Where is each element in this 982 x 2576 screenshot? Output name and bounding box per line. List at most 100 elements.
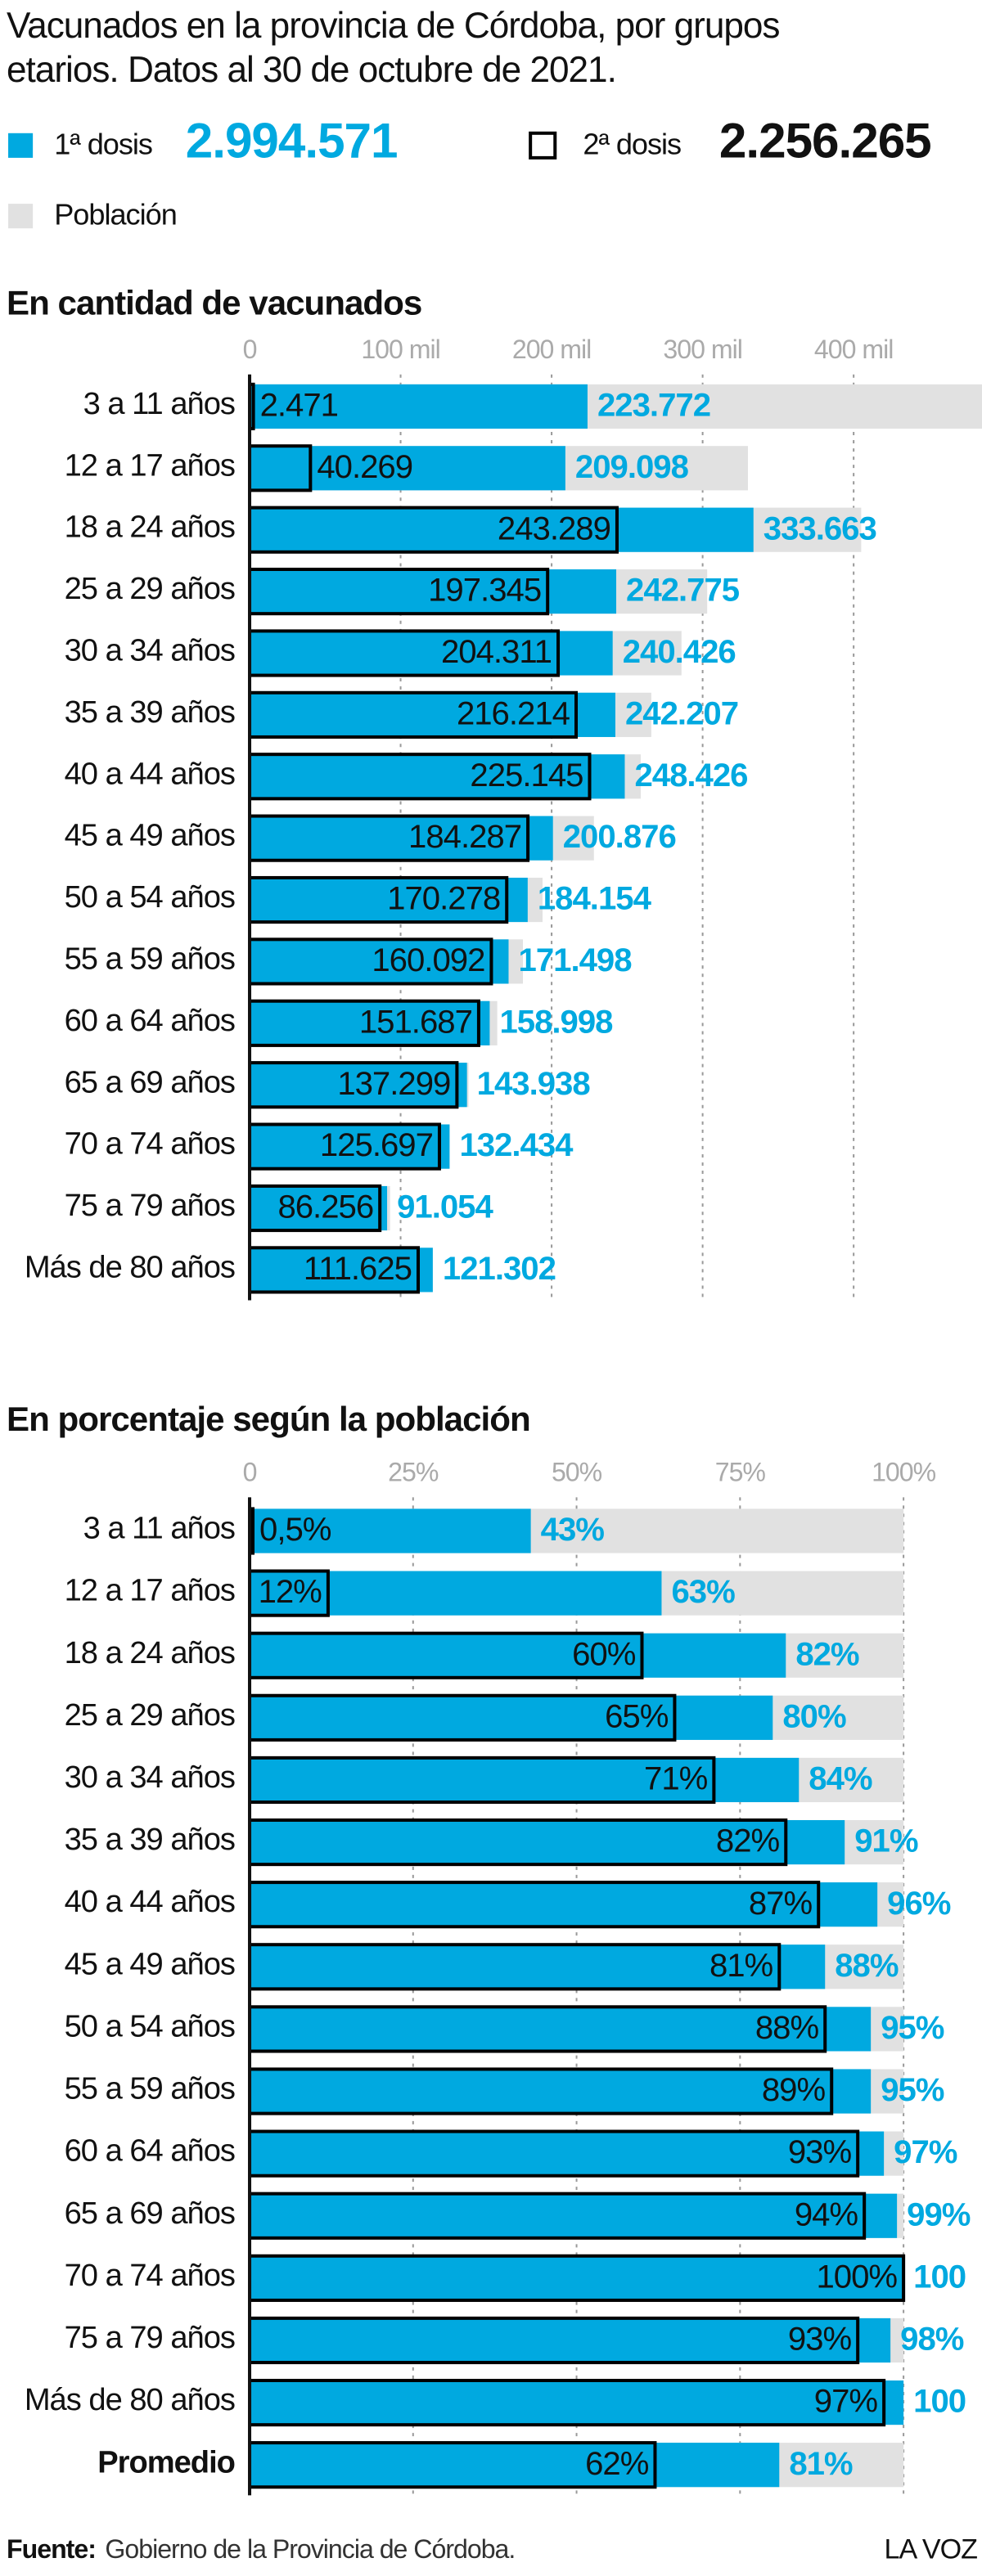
value-label: 98%: [900, 2321, 964, 2358]
value-label: 248.426: [634, 757, 747, 793]
category-label: 45 a 49 años: [65, 1946, 235, 1981]
category-label: 45 a 49 años: [65, 818, 235, 853]
chart-subtitle: En porcentaje según la población: [7, 1400, 530, 1438]
bar: [250, 1122, 441, 1171]
category-label: 12 a 17 años: [65, 1573, 235, 1608]
bar: [250, 382, 255, 431]
value-label: 200.876: [563, 818, 676, 855]
value-label: 137.299: [337, 1065, 450, 1102]
value-label: 100: [913, 2258, 966, 2295]
legend-total: 2.256.265: [719, 114, 931, 169]
bar: [250, 753, 592, 801]
value-label: 111.625: [304, 1250, 412, 1287]
value-label: 93%: [788, 2133, 852, 2170]
category-label: 3 a 11 años: [83, 1511, 235, 1546]
bar: [250, 2192, 867, 2240]
value-label: 0,5%: [259, 1511, 331, 1548]
value-label: 97%: [894, 2133, 957, 2170]
category-label: 35 a 39 años: [65, 695, 235, 730]
x-tick-label: 400 mil: [814, 335, 893, 364]
x-tick-label: 0: [243, 1458, 257, 1487]
bar: [250, 2129, 860, 2178]
category-label: 50 a 54 años: [65, 879, 235, 915]
value-label: 82%: [716, 1823, 780, 1859]
value-label: 12%: [259, 1573, 322, 1610]
bar: [250, 1881, 821, 1929]
value-label: 100%: [816, 2258, 897, 2295]
legend-swatch: [8, 133, 34, 158]
value-label: 43%: [541, 1511, 605, 1548]
value-label: 171.498: [519, 942, 633, 978]
bar: [250, 1184, 382, 1233]
legend-swatch: [529, 131, 557, 160]
bar: [250, 506, 619, 554]
bar: [250, 1061, 459, 1109]
value-label: 204.311: [441, 633, 552, 670]
x-tick-label: 25%: [388, 1458, 439, 1487]
value-label: 125.697: [320, 1126, 433, 1163]
brand: LA VOZ: [885, 2534, 978, 2565]
category-label: 65 a 69 años: [65, 1064, 235, 1099]
value-label: 158.998: [499, 1003, 613, 1040]
source-text: Gobierno de la Provincia de Córdoba.: [105, 2534, 515, 2564]
value-label: 86.256: [277, 1189, 373, 1225]
bar: [250, 1818, 788, 1867]
value-label: 184.287: [408, 818, 521, 855]
value-label: 91.054: [397, 1189, 493, 1225]
value-label: 63%: [671, 1573, 735, 1610]
source-label: Fuente:: [7, 2534, 96, 2564]
bar: [250, 2005, 827, 2053]
legend-label: Población: [54, 198, 177, 232]
value-label: 82%: [795, 1635, 859, 1672]
category-label: 25 a 29 años: [65, 571, 235, 606]
value-label: 80%: [782, 1697, 846, 1734]
bar: [250, 1631, 644, 1679]
value-label: 184.154: [538, 880, 652, 917]
value-label: 242.775: [626, 572, 740, 609]
category-label: 40 a 44 años: [65, 1884, 235, 1919]
bar: [250, 2378, 886, 2427]
category-label: 3 a 11 años: [83, 386, 235, 421]
bar: [250, 444, 313, 492]
category-label: 25 a 29 años: [65, 1697, 235, 1733]
category-label: 55 a 59 años: [65, 941, 235, 976]
value-label: 197.345: [428, 572, 541, 609]
value-label: 65%: [605, 1697, 669, 1734]
legend-label: 2ª dosis: [583, 127, 681, 160]
x-tick-label: 0: [243, 335, 257, 364]
category-label: 50 a 54 años: [65, 2008, 235, 2043]
x-tick-label: 100%: [872, 1458, 936, 1487]
category-label: Más de 80 años: [25, 2382, 235, 2417]
value-label: 40.269: [317, 448, 412, 485]
value-label: 240.426: [623, 633, 736, 670]
value-label: 93%: [788, 2321, 852, 2358]
category-label: 60 a 64 años: [65, 1003, 235, 1038]
bar: [250, 1246, 421, 1294]
value-label: 88%: [835, 1947, 899, 1984]
x-tick-label: 200 mil: [512, 335, 591, 364]
bar: [250, 937, 493, 986]
category-label: 70 a 74 años: [65, 1126, 235, 1162]
value-label: 87%: [749, 1885, 813, 1922]
bar: [250, 2441, 657, 2489]
value-label: 209.098: [575, 448, 689, 485]
value-label: 121.302: [443, 1250, 556, 1287]
value-label: 243.289: [498, 510, 610, 546]
bar: [250, 1693, 677, 1742]
bar: [250, 1508, 531, 1553]
value-label: 151.687: [359, 1003, 472, 1040]
bar: [250, 2254, 906, 2302]
bar: [250, 690, 579, 739]
chart-subtitle: En cantidad de vacunados: [7, 284, 421, 322]
value-label: 91%: [854, 1823, 918, 1859]
category-label: Promedio: [97, 2444, 235, 2479]
value-label: 333.663: [764, 510, 876, 546]
bar: [250, 2067, 834, 2115]
value-label: 100: [913, 2383, 966, 2420]
value-label: 2.471: [260, 387, 338, 424]
bar: [250, 999, 480, 1047]
value-label: 88%: [755, 2009, 819, 2046]
bar: [250, 384, 588, 429]
value-label: 81%: [709, 1947, 773, 1984]
